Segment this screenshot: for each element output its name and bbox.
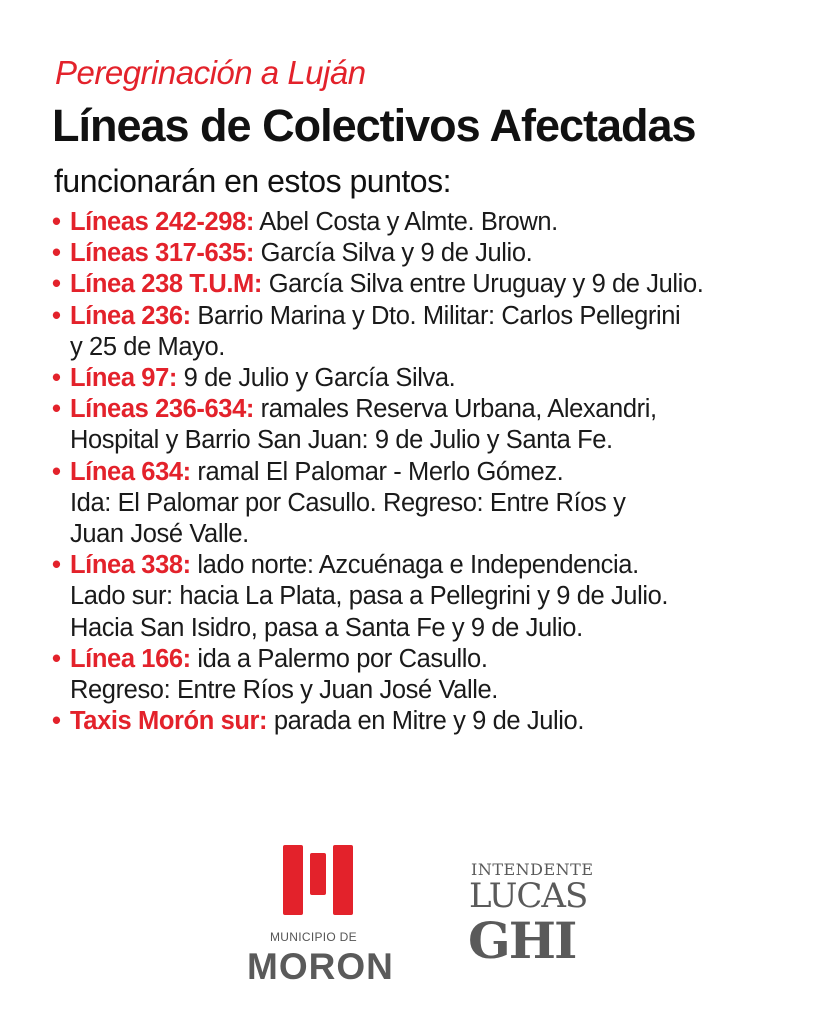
- line-label: Línea 236:: [70, 301, 191, 330]
- line-text: ramal El Palomar - Merlo Gómez.: [197, 457, 564, 486]
- municipio-label: MUNICIPIO DE: [270, 930, 357, 944]
- line-label: Línea 97:: [70, 364, 177, 393]
- intendente-first-name: LUCAS: [469, 876, 588, 916]
- item-line: Línea 166: ida a Palermo por Casullo.: [70, 644, 810, 675]
- item-line: Líneas 242-298: Abel Costa y Almte. Brow…: [70, 207, 810, 238]
- item-line: Línea 634: ramal El Palomar - Merlo Góme…: [70, 457, 810, 488]
- line-label: Líneas 236-634:: [70, 395, 254, 424]
- item-line: Regreso: Entre Ríos y Juan José Valle.: [70, 675, 810, 706]
- line-text: Hospital y Barrio San Juan: 9 de Julio y…: [70, 426, 613, 455]
- item-line: Lado sur: hacia La Plata, pasa a Pellegr…: [70, 581, 810, 612]
- item-line: y 25 de Mayo.: [70, 332, 810, 363]
- line-text: parada en Mitre y 9 de Julio.: [273, 707, 585, 736]
- logo-bar: [310, 853, 326, 895]
- line-label: Líneas 242-298:: [70, 208, 254, 236]
- line-text: ida a Palermo por Casullo.: [197, 644, 488, 673]
- bullet-icon: •: [52, 301, 61, 330]
- bullet-icon: •: [52, 208, 61, 236]
- item-line: Taxis Morón sur: parada en Mitre y 9 de …: [70, 706, 810, 737]
- item-line: Hacia San Isidro, pasa a Santa Fe y 9 de…: [70, 613, 810, 644]
- list-item: • Taxis Morón sur: parada en Mitre y 9 de…: [50, 706, 810, 737]
- subtitle: funcionarán en estos puntos:: [54, 163, 451, 199]
- item-line: Línea 338: lado norte: Azcuénaga e Indep…: [70, 550, 810, 581]
- line-text: Ida: El Palomar por Casullo. Regreso: En…: [70, 488, 626, 517]
- line-label: Líneas 317-635:: [70, 239, 254, 268]
- bullet-icon: •: [52, 551, 61, 580]
- bullet-icon: •: [52, 395, 61, 424]
- line-text: Lado sur: hacia La Plata, pasa a Pellegr…: [70, 582, 669, 611]
- line-text: lado norte: Azcuénaga e Independencia.: [197, 551, 639, 580]
- kicker: Peregrinación a Luján: [55, 54, 366, 91]
- item-line: Línea 236: Barrio Marina y Dto. Militar:…: [70, 301, 810, 332]
- line-text: ramales Reserva Urbana, Alexandri,: [260, 395, 657, 424]
- line-label: Línea 634:: [70, 457, 191, 486]
- line-label: Línea 166:: [70, 644, 191, 673]
- line-text: Hacia San Isidro, pasa a Santa Fe y 9 de…: [70, 613, 583, 642]
- list-item: • Línea 236: Barrio Marina y Dto. Militar…: [50, 301, 810, 363]
- line-text: Regreso: Entre Ríos y Juan José Valle.: [70, 676, 498, 705]
- list-item: • Línea 634: ramal El Palomar - Merlo Góm…: [50, 457, 810, 551]
- bullet-icon: •: [52, 707, 61, 736]
- list-item: • Líneas 236-634: ramales Reserva Urbana,…: [50, 394, 810, 456]
- bullet-icon: •: [52, 644, 61, 673]
- item-line: Ida: El Palomar por Casullo. Regreso: En…: [70, 488, 810, 519]
- line-text: Juan José Valle.: [70, 520, 249, 549]
- moron-label: MORON: [247, 946, 394, 987]
- list-item: • Línea 97: 9 de Julio y García Silva.: [50, 363, 810, 394]
- list-item: • Línea 166: ida a Palermo por Casullo. Re…: [50, 644, 810, 706]
- bullet-icon: •: [52, 364, 61, 393]
- line-label: Línea 338:: [70, 551, 191, 580]
- item-line: Líneas 317-635: García Silva y 9 de Juli…: [70, 238, 810, 269]
- intendente-last-name: GHI: [468, 911, 577, 970]
- item-line: Línea 97: 9 de Julio y García Silva.: [70, 363, 810, 394]
- item-line: Líneas 236-634: ramales Reserva Urbana, …: [70, 394, 810, 425]
- line-label: Taxis Morón sur:: [70, 707, 268, 736]
- logo-bar: [283, 845, 303, 915]
- line-label: Línea 238 T.U.M:: [70, 270, 262, 299]
- logo-bar: [333, 845, 353, 915]
- municipio-moron-logo: [245, 843, 390, 923]
- item-line: Hospital y Barrio San Juan: 9 de Julio y…: [70, 425, 810, 456]
- intendente-label: INTENDENTE: [471, 860, 594, 879]
- list-item: • Línea 238 T.U.M: García Silva entre Uru…: [50, 269, 810, 300]
- list-item: • Línea 338: lado norte: Azcuénaga e Inde…: [50, 550, 810, 644]
- line-text: García Silva entre Uruguay y 9 de Julio.: [268, 270, 704, 299]
- bullet-icon: •: [52, 457, 61, 486]
- list-item: • Líneas 242-298: Abel Costa y Almte. Bro…: [50, 207, 810, 238]
- list-item: • Líneas 317-635: García Silva y 9 de Jul…: [50, 238, 810, 269]
- line-text: Barrio Marina y Dto. Militar: Carlos Pel…: [197, 301, 681, 330]
- item-line: Línea 238 T.U.M: García Silva entre Urug…: [70, 269, 810, 300]
- bus-lines-list: • Líneas 242-298: Abel Costa y Almte. Bro…: [50, 207, 810, 737]
- line-text: y 25 de Mayo.: [70, 332, 225, 361]
- page-title: Líneas de Colectivos Afectadas: [52, 100, 697, 151]
- bullet-icon: •: [52, 270, 61, 299]
- bullet-icon: •: [52, 239, 61, 268]
- line-text: Abel Costa y Almte. Brown.: [259, 208, 558, 236]
- line-text: García Silva y 9 de Julio.: [260, 239, 533, 268]
- item-line: Juan José Valle.: [70, 519, 810, 550]
- line-text: 9 de Julio y García Silva.: [183, 364, 456, 393]
